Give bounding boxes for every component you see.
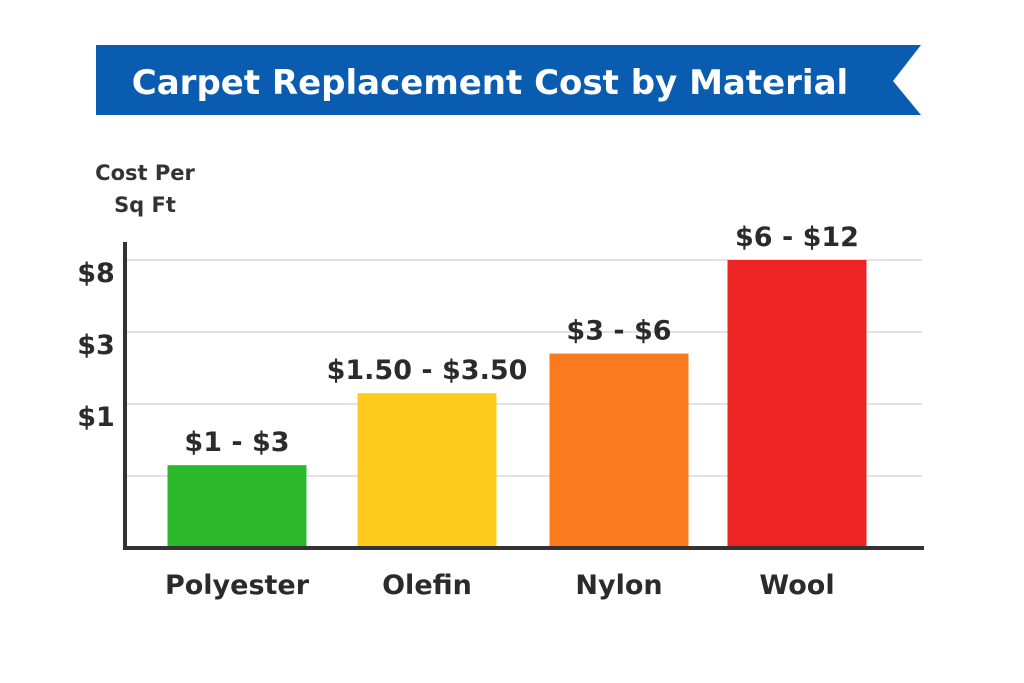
bar-polyester [167, 465, 307, 548]
bar-wool [727, 260, 867, 548]
data-label: $6 - $12 [735, 222, 859, 253]
x-tick-label: Olefin [382, 570, 472, 601]
title-banner [96, 45, 921, 115]
x-tick-label: Nylon [575, 570, 662, 601]
x-tick-label: Polyester [165, 570, 310, 601]
data-label: $1 - $3 [184, 427, 289, 458]
chart-title: Carpet Replacement Cost by Material [132, 63, 848, 103]
x-tick-label: Wool [759, 570, 834, 601]
data-label: $1.50 - $3.50 [327, 355, 528, 386]
data-label: $3 - $6 [566, 316, 671, 347]
y-axis-label-line1: Cost Per [95, 161, 195, 185]
bar-nylon [549, 353, 689, 548]
y-tick-label: $3 [77, 330, 115, 361]
y-axis-label-line2: Sq Ft [114, 193, 176, 217]
y-tick-label: $8 [77, 258, 115, 289]
y-tick-label: $1 [77, 402, 115, 433]
bar-olefin [357, 393, 497, 548]
